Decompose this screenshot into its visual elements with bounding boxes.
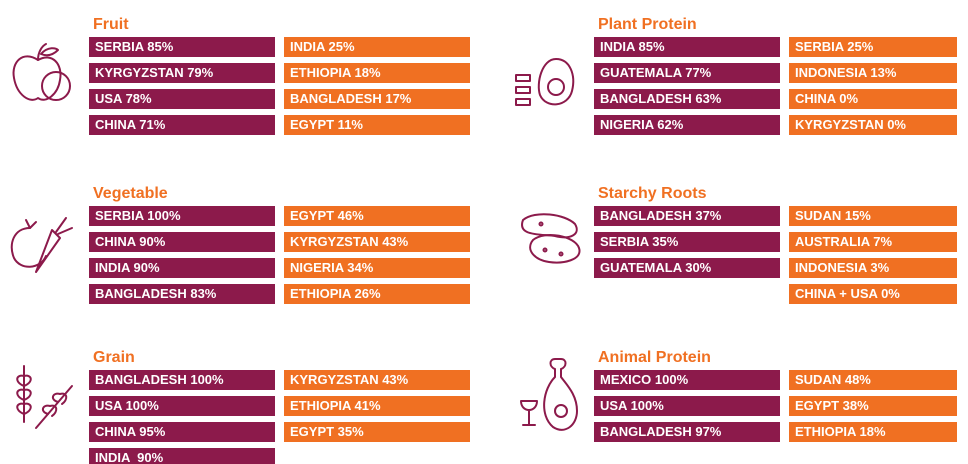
grain-icon (16, 365, 73, 429)
panel-title: Animal Protein (598, 349, 711, 366)
high-item: BANGLADESH 83% (89, 284, 275, 304)
high-item: USA 100% (594, 396, 780, 416)
panel-title: Grain (93, 349, 135, 366)
low-item: NIGERIA 34% (284, 258, 470, 278)
high-item: KYRGYZSTAN 79% (89, 63, 275, 83)
high-item: CHINA 90% (89, 232, 275, 252)
low-item: AUSTRALIA 7% (789, 232, 957, 252)
high-item: GUATEMALA 77% (594, 63, 780, 83)
high-item: CHINA 71% (89, 115, 275, 135)
high-item: SERBIA 100% (89, 206, 275, 226)
low-item: EGYPT 38% (789, 396, 957, 416)
high-item: BANGLADESH 97% (594, 422, 780, 442)
high-item: BANGLADESH 63% (594, 89, 780, 109)
low-item: ETHIOPIA 26% (284, 284, 470, 304)
low-item: SUDAN 48% (789, 370, 957, 390)
low-item: CHINA 0% (789, 89, 957, 109)
low-item: BANGLADESH 17% (284, 89, 470, 109)
fruit-icon (12, 43, 71, 101)
low-item: CHINA + USA 0% (789, 284, 957, 304)
low-item: EGYPT 35% (284, 422, 470, 442)
high-item: SERBIA 85% (89, 37, 275, 57)
high-item: BANGLADESH 100% (89, 370, 275, 390)
starchy-roots-icon (521, 213, 581, 264)
low-item: KYRGYZSTAN 43% (284, 370, 470, 390)
low-item: ETHIOPIA 18% (284, 63, 470, 83)
high-item: INDIA 90% (89, 448, 275, 464)
high-item: USA 78% (89, 89, 275, 109)
panel-title: Vegetable (93, 185, 168, 202)
low-item: INDIA 25% (284, 37, 470, 57)
low-item: EGYPT 46% (284, 206, 470, 226)
high-item: GUATEMALA 30% (594, 258, 780, 278)
low-item: KYRGYZSTAN 43% (284, 232, 470, 252)
vegetable-icon (10, 217, 73, 273)
high-item: SERBIA 35% (594, 232, 780, 252)
panel-title: Starchy Roots (598, 185, 707, 202)
plant-protein-icon (515, 58, 575, 106)
low-item: ETHIOPIA 18% (789, 422, 957, 442)
low-item: EGYPT 11% (284, 115, 470, 135)
low-item: SUDAN 15% (789, 206, 957, 226)
low-item: KYRGYZSTAN 0% (789, 115, 957, 135)
low-item: INDONESIA 13% (789, 63, 957, 83)
panel-title: Plant Protein (598, 16, 697, 33)
high-item: INDIA 90% (89, 258, 275, 278)
low-item: INDONESIA 3% (789, 258, 957, 278)
high-item: NIGERIA 62% (594, 115, 780, 135)
high-item: INDIA 85% (594, 37, 780, 57)
high-item: BANGLADESH 37% (594, 206, 780, 226)
high-item: CHINA 95% (89, 422, 275, 442)
high-item: USA 100% (89, 396, 275, 416)
animal-protein-icon (520, 358, 578, 431)
low-item: ETHIOPIA 41% (284, 396, 470, 416)
high-item: MEXICO 100% (594, 370, 780, 390)
low-item: SERBIA 25% (789, 37, 957, 57)
panel-title: Fruit (93, 16, 129, 33)
